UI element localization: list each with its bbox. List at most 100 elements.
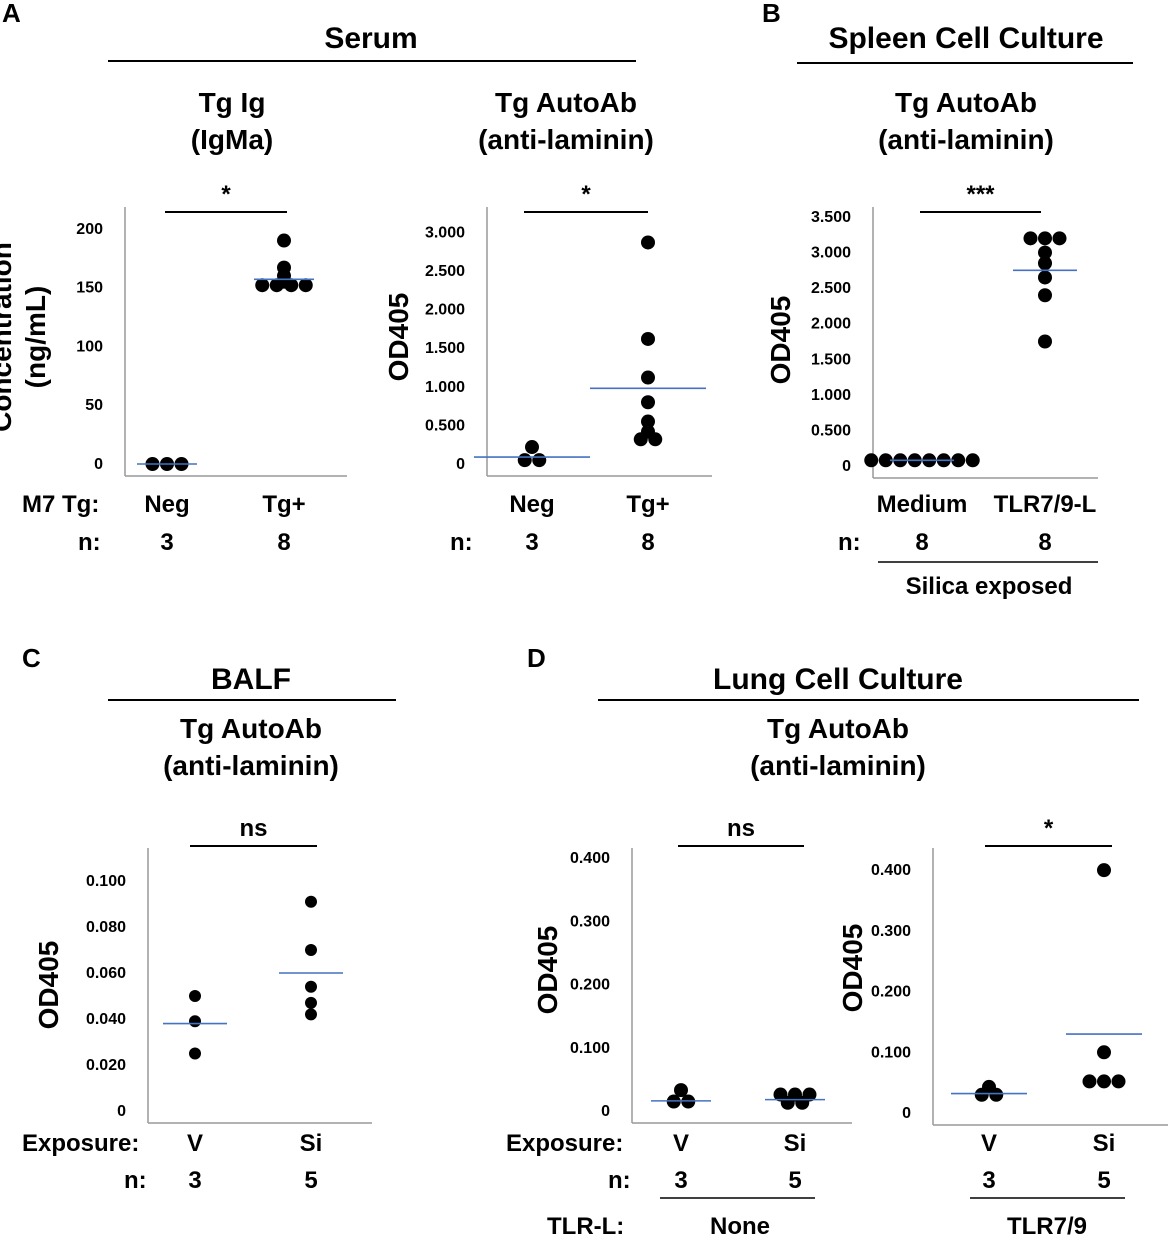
- category-label: Medium: [877, 491, 968, 518]
- data-point: [1097, 1045, 1111, 1060]
- significance-label: *: [221, 181, 231, 208]
- data-point: [269, 278, 284, 293]
- data-point: [189, 1047, 201, 1060]
- data-point: [532, 453, 547, 468]
- n-label: 5: [788, 1167, 801, 1194]
- significance-label: *: [581, 181, 591, 208]
- n-label: 5: [1097, 1167, 1110, 1194]
- chart-title-line: (anti-laminin): [750, 750, 926, 781]
- n-label: 3: [160, 529, 173, 556]
- y-tick-label: 0: [842, 458, 851, 475]
- y-tick-label: 0.300: [871, 923, 911, 940]
- row-label-tlr-l: TLR-L:: [547, 1213, 624, 1240]
- y-axis-label: (ng/mL): [20, 286, 51, 389]
- y-tick-label: 0.100: [86, 873, 126, 890]
- data-point: [989, 1087, 1004, 1102]
- data-point: [641, 235, 655, 250]
- row-label-n-a2: n:: [450, 529, 473, 556]
- y-axis-label: Concentration: [0, 242, 17, 432]
- chart-serum-tg-ig: Tg Ig (IgMa) Concentration (ng/mL) 0 50 100 150…: [0, 87, 347, 556]
- data-point: [641, 395, 655, 410]
- significance-label: ns: [239, 815, 267, 842]
- data-point: [255, 278, 270, 293]
- category-label: V: [981, 1130, 997, 1157]
- y-tick-label: 0.500: [425, 417, 465, 434]
- y-tick-label: 0: [902, 1105, 911, 1122]
- n-label: 3: [188, 1167, 201, 1194]
- chart-title-line: Tg Ig: [199, 87, 266, 118]
- row-label-n-d: n:: [608, 1167, 631, 1194]
- y-tick-label: 0.100: [871, 1044, 911, 1061]
- n-label: 3: [982, 1167, 995, 1194]
- y-tick-label: 100: [76, 338, 103, 355]
- section-title-serum: Serum: [324, 22, 417, 55]
- y-tick-label: 0.060: [86, 965, 126, 982]
- data-point: [1038, 334, 1052, 349]
- y-axis-label: OD405: [765, 296, 796, 385]
- data-point: [641, 331, 655, 346]
- data-point: [1111, 1074, 1126, 1089]
- n-label: 8: [641, 529, 654, 556]
- y-tick-label: 2.500: [425, 263, 465, 280]
- section-title-balf: BALF: [211, 663, 291, 696]
- y-tick-label: 0.400: [570, 850, 610, 867]
- data-point: [648, 432, 663, 447]
- y-axis-label: OD405: [383, 293, 414, 382]
- section-title-spleen: Spleen Cell Culture: [828, 22, 1103, 55]
- category-label: Tg+: [262, 491, 305, 518]
- chart-balf-tg-autoab: Tg AutoAb (anti-laminin) OD405 0 0.020 0.040 0…: [33, 713, 372, 1194]
- chart-title-line: Tg AutoAb: [180, 713, 322, 744]
- y-tick-label: 0.200: [570, 977, 610, 994]
- n-label: 5: [304, 1167, 317, 1194]
- y-tick-label: 0.080: [86, 919, 126, 936]
- y-axis-label: OD405: [532, 926, 563, 1015]
- y-tick-label: 200: [76, 221, 103, 238]
- significance-label: ns: [727, 815, 755, 842]
- data-point: [305, 996, 317, 1009]
- data-point: [1097, 1074, 1111, 1089]
- data-point: [284, 278, 299, 293]
- data-point: [795, 1095, 810, 1110]
- chart-lung-none-tg-autoab: Tg AutoAb (anti-laminin) OD405 0 0.100 0.200 0…: [532, 713, 926, 1194]
- y-tick-label: 50: [85, 397, 103, 414]
- data-point: [1038, 231, 1052, 246]
- y-tick-label: 0: [456, 456, 465, 473]
- group-label-silica-exposed: Silica exposed: [906, 573, 1073, 600]
- data-point: [674, 1083, 688, 1098]
- y-tick-label: 0.040: [86, 1011, 126, 1028]
- category-label: V: [187, 1130, 203, 1157]
- category-label: V: [673, 1130, 689, 1157]
- data-point: [517, 453, 532, 468]
- category-label: Neg: [144, 491, 189, 518]
- group-label-tlr79: TLR7/9: [1007, 1213, 1087, 1240]
- y-tick-label: 150: [76, 280, 103, 297]
- data-point: [305, 944, 317, 956]
- y-tick-label: 3.500: [811, 209, 851, 226]
- significance-label: ***: [966, 181, 995, 208]
- chart-title-line: (anti-laminin): [478, 124, 654, 155]
- data-point: [780, 1095, 795, 1110]
- n-label: 3: [674, 1167, 687, 1194]
- data-point: [965, 453, 980, 468]
- category-label: Tg+: [626, 491, 669, 518]
- row-label-exposure-c: Exposure:: [22, 1130, 139, 1157]
- chart-title-line: (anti-laminin): [878, 124, 1054, 155]
- data-point: [305, 895, 317, 908]
- data-point: [1038, 270, 1052, 285]
- data-point: [974, 1087, 989, 1102]
- y-tick-label: 1.500: [811, 351, 851, 368]
- n-label: 8: [1038, 529, 1051, 556]
- significance-label: *: [1044, 815, 1054, 842]
- chart-title-line: Tg AutoAb: [895, 87, 1037, 118]
- data-point: [1038, 245, 1052, 260]
- y-tick-label: 1.000: [425, 379, 465, 396]
- chart-title-line: (anti-laminin): [163, 750, 339, 781]
- y-tick-label: 0: [601, 1103, 610, 1120]
- data-point: [305, 980, 317, 993]
- data-point: [641, 414, 655, 429]
- category-label: Neg: [509, 491, 554, 518]
- data-point: [864, 453, 879, 468]
- row-label-n-c: n:: [124, 1167, 147, 1194]
- data-point: [1023, 231, 1038, 246]
- category-label: Si: [300, 1130, 323, 1157]
